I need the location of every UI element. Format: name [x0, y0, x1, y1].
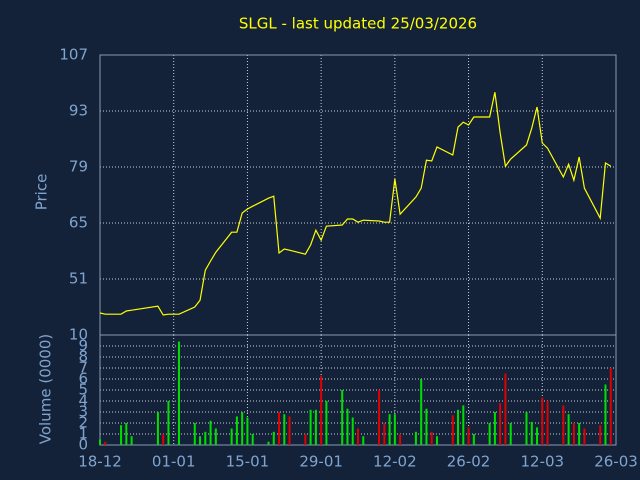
x-tick-label: 26-03 [594, 453, 638, 471]
volume-bar [320, 375, 323, 445]
price-line [99, 92, 612, 316]
volume-bar [199, 436, 202, 445]
volume-bar [393, 414, 396, 445]
volume-bar [346, 408, 349, 445]
volume-bar [546, 401, 549, 445]
volume-bar [509, 423, 512, 445]
volume-bar [467, 427, 470, 445]
volume-bar [435, 436, 438, 445]
volume-bar [351, 417, 354, 445]
volume-bar [304, 434, 307, 445]
volume-bar [462, 405, 465, 445]
volume-bar [267, 441, 270, 445]
volume-bar [235, 416, 238, 445]
volume-bar [209, 420, 212, 445]
y-axis-label: Price [33, 174, 51, 211]
y-tick-label: 51 [69, 270, 88, 288]
volume-bar [578, 423, 581, 445]
volume-bar [420, 379, 423, 445]
volume-bar [125, 423, 128, 445]
volume-bar [472, 434, 475, 445]
x-tick-label: 18-12 [78, 453, 122, 471]
volume-bar [383, 423, 386, 445]
volume-bar [388, 414, 391, 445]
y-tick-label: 79 [69, 158, 88, 176]
y-tick-label: 0 [78, 436, 88, 454]
x-tick-label: 26-02 [447, 453, 491, 471]
volume-bar [325, 401, 328, 445]
x-tick-label: 29-01 [299, 453, 343, 471]
y-tick-label: 8 [78, 348, 88, 366]
volume-bar [583, 428, 586, 445]
volume-bar [567, 414, 570, 445]
y-tick-label: 65 [69, 214, 88, 232]
y-tick-label: 93 [69, 102, 88, 120]
volume-bar [251, 434, 254, 445]
y-tick-label: 7 [78, 359, 88, 377]
volume-bar [525, 412, 528, 445]
volume-bar [314, 409, 317, 445]
y-tick-label: 3 [78, 403, 88, 421]
volume-bar [246, 417, 249, 445]
y-tick-label: 1 [78, 425, 88, 443]
volume-bar [278, 412, 281, 445]
y-tick-label: 9 [78, 337, 88, 355]
volume-bar [167, 401, 170, 445]
volume-bar [341, 390, 344, 445]
volume-bar [599, 425, 602, 445]
volume-bar [530, 421, 533, 445]
volume-bar [120, 425, 123, 445]
volume-bar [193, 423, 196, 445]
y-axis-label: Volume (0000) [37, 334, 55, 444]
volume-bar [609, 368, 612, 445]
y-tick-label: 2 [78, 414, 88, 432]
volume-bar [162, 434, 165, 445]
x-tick-label: 12-03 [520, 453, 564, 471]
x-tick-label: 15-01 [226, 453, 270, 471]
volume-bar [541, 397, 544, 445]
volume-bar [204, 431, 207, 445]
volume-bar [104, 441, 107, 445]
volume-bar [99, 439, 101, 445]
volume-bar [504, 373, 507, 445]
y-tick-label: 107 [59, 46, 88, 64]
volume-bar [572, 423, 575, 445]
volume-bar [241, 412, 244, 445]
volume-bar [604, 384, 607, 445]
chart-title: SLGL - last updated 25/03/2026 [239, 15, 477, 33]
volume-bar [214, 428, 217, 445]
volume-bar [283, 414, 286, 445]
y-tick-label: 5 [78, 381, 88, 399]
x-tick-label: 01-01 [152, 453, 196, 471]
volume-bar [493, 412, 496, 445]
volume-bar [177, 341, 180, 445]
volume-bar [451, 415, 454, 445]
y-tick-label: 6 [78, 370, 88, 388]
volume-bar [425, 408, 428, 445]
volume-bar [156, 412, 159, 445]
volume-bar [499, 403, 502, 445]
volume-bar [130, 436, 133, 445]
volume-bar [457, 409, 460, 445]
y-tick-label: 10 [69, 326, 88, 344]
x-tick-label: 12-02 [373, 453, 417, 471]
volume-bar [288, 416, 291, 445]
volume-bar [272, 431, 275, 445]
volume-bar [357, 428, 359, 445]
volume-bar [562, 405, 565, 445]
volume-bar [414, 431, 417, 445]
volume-bar [488, 423, 491, 445]
volume-bar [430, 431, 433, 445]
volume-bar [536, 427, 539, 445]
volume-bar [399, 434, 402, 445]
volume-bar [362, 436, 365, 445]
volume-bar [230, 428, 233, 445]
volume-bar [378, 390, 381, 445]
y-tick-label: 4 [78, 392, 88, 410]
volume-bar [309, 409, 312, 445]
